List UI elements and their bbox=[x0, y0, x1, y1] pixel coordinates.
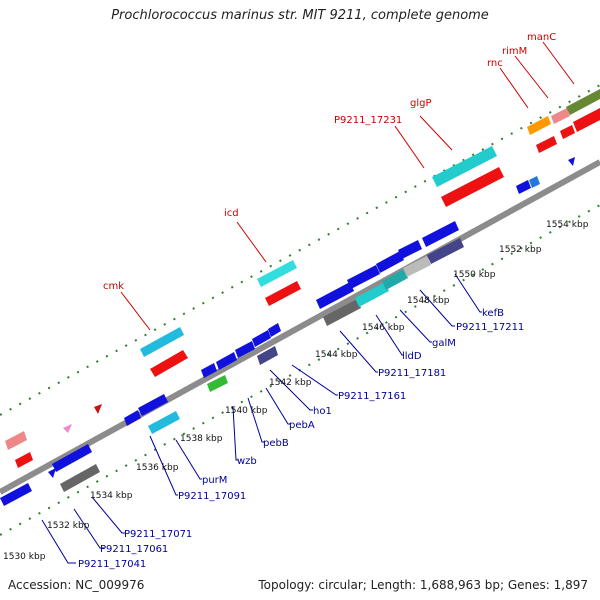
gene-P9211-17181[interactable] bbox=[347, 265, 380, 289]
gene-label-top[interactable]: glgP bbox=[410, 98, 432, 109]
outer-guide-track bbox=[0, 84, 600, 416]
gene-grey-3[interactable] bbox=[403, 256, 431, 277]
gene-P9211-17211[interactable] bbox=[422, 221, 459, 247]
gene-lldD[interactable] bbox=[355, 282, 389, 307]
gene-label-bottom[interactable]: P9211_17181 bbox=[378, 368, 446, 379]
gene-grey-1[interactable] bbox=[60, 464, 100, 492]
kbp-scale: 1530 kbp 1532 kbp 1534 kbp 1536 kbp 1538… bbox=[3, 220, 589, 562]
gene-ho1[interactable] bbox=[257, 346, 278, 365]
small-blue-marker[interactable] bbox=[568, 157, 575, 166]
small-blue-marker-2[interactable] bbox=[48, 468, 56, 478]
kbp-label: 1552 kbp bbox=[499, 245, 542, 255]
kbp-label: 1554 kbp bbox=[546, 220, 589, 230]
gene-blue-8[interactable] bbox=[316, 282, 354, 309]
kbp-label: 1538 kbp bbox=[180, 434, 223, 444]
gene-pebA[interactable] bbox=[235, 341, 255, 358]
gene-wzb[interactable] bbox=[207, 375, 228, 392]
gene-grey-2[interactable] bbox=[323, 299, 361, 326]
gene-label-bottom[interactable]: pebA bbox=[289, 420, 315, 431]
top-strand-genes[interactable] bbox=[5, 89, 600, 468]
gene-blue-7[interactable] bbox=[268, 323, 281, 337]
gene-purM[interactable] bbox=[148, 411, 180, 434]
small-red-marker[interactable] bbox=[94, 404, 102, 414]
kbp-label: 1542 kbp bbox=[269, 378, 312, 388]
gene-label-bottom[interactable]: kefB bbox=[482, 308, 504, 319]
gene-label-bottom[interactable]: galM bbox=[432, 338, 456, 349]
gene-rimM[interactable] bbox=[551, 108, 570, 124]
gene-label-top[interactable]: icd bbox=[224, 208, 239, 219]
kbp-label: 1532 kbp bbox=[47, 521, 90, 531]
gene-blue-9[interactable] bbox=[376, 251, 404, 273]
bottom-gene-labels: P9211_17041 P9211_17061 P9211_17071 P921… bbox=[78, 308, 524, 570]
kbp-label: 1544 kbp bbox=[315, 350, 358, 360]
genome-summary: Topology: circular; Length: 1,688,963 bp… bbox=[258, 578, 588, 592]
kbp-label: 1534 kbp bbox=[90, 491, 133, 501]
gene-blue-1[interactable] bbox=[0, 483, 32, 506]
gene-cmk-feature[interactable] bbox=[140, 327, 184, 357]
kbp-label: 1548 kbp bbox=[407, 296, 450, 306]
gene-label-bottom[interactable]: wzb bbox=[237, 456, 257, 467]
top-gene-labels: cmk icd P9211_17231 glgP rnc rimM manC bbox=[103, 32, 556, 292]
gene-label-top[interactable]: rimM bbox=[502, 46, 527, 57]
bottom-strand-genes[interactable] bbox=[0, 157, 575, 506]
accession-label: Accession: NC_009976 bbox=[8, 578, 145, 592]
gene-blue-5[interactable] bbox=[201, 363, 217, 378]
gene-icd-feature[interactable] bbox=[257, 260, 297, 287]
gene-icd-cds[interactable] bbox=[265, 281, 301, 306]
genome-title: Prochlorococcus marinus str. MIT 9211, c… bbox=[111, 8, 489, 23]
gene-manC[interactable] bbox=[566, 89, 600, 115]
top-leader-lines bbox=[120, 41, 575, 331]
gene-cmk-cds[interactable] bbox=[150, 350, 188, 377]
gene-blue-2[interactable] bbox=[52, 444, 92, 472]
kbp-label: 1540 kbp bbox=[225, 406, 268, 416]
gene-glgP-feature[interactable] bbox=[432, 146, 497, 187]
gene-label-bottom[interactable]: P9211_17161 bbox=[338, 391, 406, 402]
gene-label-bottom[interactable]: pebB bbox=[263, 438, 289, 449]
kbp-label: 1530 kbp bbox=[3, 552, 46, 562]
gene-label-bottom[interactable]: purM bbox=[202, 475, 227, 486]
gene-glgP-cds[interactable] bbox=[441, 167, 504, 207]
gene-pink-left[interactable] bbox=[5, 431, 27, 450]
gene-blue-4[interactable] bbox=[138, 394, 168, 416]
gene-kefB[interactable] bbox=[427, 238, 464, 264]
gene-label-bottom[interactable]: P9211_17041 bbox=[78, 559, 146, 570]
kbp-label: 1536 kbp bbox=[136, 463, 179, 473]
gene-label-bottom[interactable]: P9211_17071 bbox=[124, 529, 192, 540]
gene-label-top[interactable]: rnc bbox=[487, 58, 503, 69]
gene-rnc-cds[interactable] bbox=[536, 136, 557, 153]
bottom-leader-lines bbox=[41, 273, 482, 564]
gene-blue-3[interactable] bbox=[124, 410, 141, 426]
gene-label-bottom[interactable]: P9211_17061 bbox=[100, 544, 168, 555]
genome-backbone bbox=[0, 159, 600, 495]
gene-label-bottom[interactable]: lldD bbox=[402, 351, 422, 362]
gene-rimM-cds[interactable] bbox=[560, 125, 575, 139]
gene-blue-6[interactable] bbox=[252, 330, 271, 347]
gene-label-bottom[interactable]: P9211_17211 bbox=[456, 322, 524, 333]
kbp-label: 1550 kbp bbox=[453, 270, 496, 280]
gene-label-top[interactable]: cmk bbox=[103, 281, 124, 292]
gene-manC-cds[interactable] bbox=[573, 108, 600, 132]
gene-red-left[interactable] bbox=[15, 452, 33, 468]
gene-label-bottom[interactable]: P9211_17091 bbox=[178, 491, 246, 502]
gene-blue-12[interactable] bbox=[529, 176, 540, 188]
gene-blue-10[interactable] bbox=[398, 240, 422, 259]
gene-blue-11[interactable] bbox=[516, 180, 531, 194]
kbp-label: 1546 kbp bbox=[362, 323, 405, 333]
gene-pebB[interactable] bbox=[216, 352, 237, 370]
gene-rnc[interactable] bbox=[527, 116, 551, 135]
small-pink-marker[interactable] bbox=[63, 424, 72, 433]
gene-label-top[interactable]: P9211_17231 bbox=[334, 115, 402, 126]
gene-galM[interactable] bbox=[382, 269, 408, 290]
gene-label-top[interactable]: manC bbox=[527, 32, 556, 43]
gene-label-bottom[interactable]: ho1 bbox=[313, 406, 332, 417]
